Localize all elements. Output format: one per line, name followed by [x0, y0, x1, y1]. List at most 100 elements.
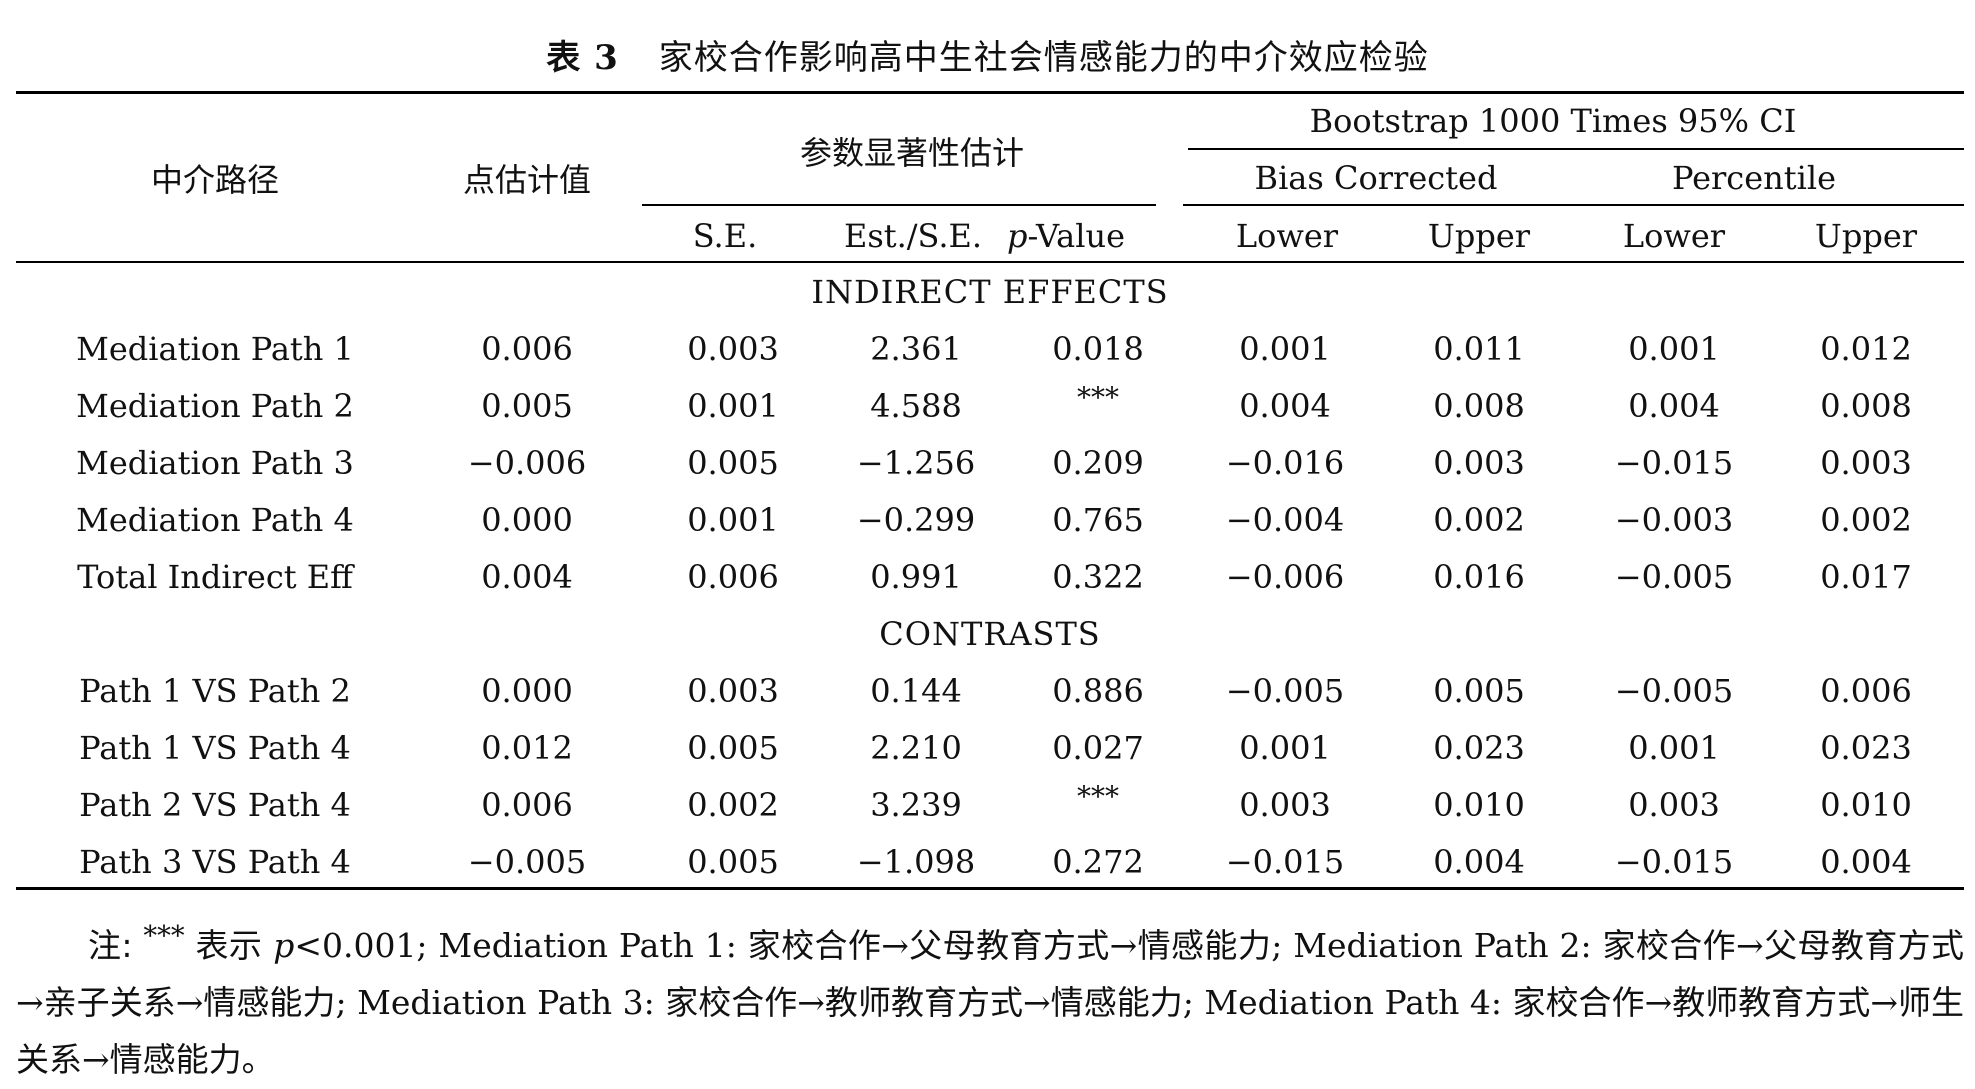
cell-bc-lower: −0.015: [1225, 843, 1345, 881]
header-est-se: Est./S.E.: [843, 217, 983, 255]
cell-pc-lower: 0.001: [1628, 330, 1720, 368]
cell-bc-upper: 0.016: [1433, 558, 1525, 596]
cell-path: Mediation Path 4: [76, 501, 354, 539]
header-path: 中介路径: [150, 161, 280, 199]
cell-est-se: −1.256: [856, 444, 976, 482]
cell-path: Mediation Path 3: [76, 444, 354, 482]
cell-point-estimate: 0.012: [481, 729, 573, 767]
cell-pc-upper: 0.023: [1820, 729, 1912, 767]
cell-bc-lower: 0.003: [1239, 786, 1331, 824]
cell-path: Total Indirect Eff: [77, 558, 353, 596]
cell-pvalue: ***: [1077, 780, 1119, 813]
cell-point-estimate: −0.006: [467, 444, 587, 482]
cell-se: 0.001: [687, 387, 779, 425]
section-label: INDIRECT EFFECTS: [811, 273, 1169, 311]
table-caption: 家校合作影响高中生社会情感能力的中介效应检验: [658, 38, 1429, 78]
header-percentile: Percentile: [1671, 159, 1837, 197]
cell-pc-upper: 0.006: [1820, 672, 1912, 710]
cell-pvalue: 0.027: [1052, 729, 1144, 767]
cell-pc-lower: −0.015: [1614, 843, 1734, 881]
bias-corrected-underline: [1183, 204, 1745, 206]
header-bc-upper: Upper: [1427, 217, 1531, 255]
cell-bc-upper: 0.011: [1433, 330, 1525, 368]
note-mid: 表示: [184, 926, 274, 965]
cell-path: Path 1 VS Path 4: [79, 729, 351, 767]
cell-point-estimate: 0.006: [481, 330, 573, 368]
cell-pc-upper: 0.010: [1820, 786, 1912, 824]
cell-bc-upper: 0.004: [1433, 843, 1525, 881]
cell-pc-lower: −0.003: [1614, 501, 1734, 539]
cell-bc-lower: −0.016: [1225, 444, 1345, 482]
cell-est-se: 4.588: [870, 387, 962, 425]
cell-path: Mediation Path 1: [76, 330, 354, 368]
cell-est-se: −0.299: [856, 501, 976, 539]
cell-bc-lower: −0.005: [1225, 672, 1345, 710]
cell-point-estimate: 0.005: [481, 387, 573, 425]
cell-pc-lower: 0.001: [1628, 729, 1720, 767]
header-param-group: 参数显著性估计: [799, 134, 1025, 172]
cell-bc-lower: 0.001: [1239, 330, 1331, 368]
header-bottom-rule: [16, 261, 1964, 263]
cell-pvalue: 0.886: [1052, 672, 1144, 710]
cell-pvalue: 0.272: [1052, 843, 1144, 881]
cell-pc-lower: −0.015: [1614, 444, 1734, 482]
table-number: 表 3: [546, 38, 619, 78]
cell-bc-lower: −0.004: [1225, 501, 1345, 539]
cell-pc-upper: 0.017: [1820, 558, 1912, 596]
header-pvalue: p-Value: [1007, 220, 1125, 252]
cell-pc-upper: 0.004: [1820, 843, 1912, 881]
cell-est-se: 0.991: [870, 558, 962, 596]
cell-est-se: 0.144: [870, 672, 962, 710]
cell-est-se: 3.239: [870, 786, 962, 824]
cell-se: 0.002: [687, 786, 779, 824]
header-se: S.E.: [692, 217, 758, 255]
cell-pvalue: ***: [1077, 381, 1119, 414]
cell-pc-upper: 0.008: [1820, 387, 1912, 425]
cell-pc-lower: −0.005: [1614, 558, 1734, 596]
cell-pvalue: 0.765: [1052, 501, 1144, 539]
cell-pvalue: 0.209: [1052, 444, 1144, 482]
header-bootstrap: Bootstrap 1000 Times 95% CI: [1309, 102, 1797, 140]
cell-se: 0.003: [687, 330, 779, 368]
header-point-estimate: 点估计值: [462, 161, 592, 199]
note-prefix: 注:: [88, 926, 144, 965]
cell-point-estimate: 0.006: [481, 786, 573, 824]
header-pc-lower: Lower: [1622, 217, 1726, 255]
cell-pc-lower: 0.003: [1628, 786, 1720, 824]
section-label: CONTRASTS: [879, 615, 1101, 653]
header-pvalue-rest: -Value: [1027, 217, 1125, 255]
cell-point-estimate: −0.005: [467, 843, 587, 881]
cell-point-estimate: 0.004: [481, 558, 573, 596]
cell-pc-upper: 0.012: [1820, 330, 1912, 368]
cell-pc-upper: 0.002: [1820, 501, 1912, 539]
cell-path: Path 2 VS Path 4: [79, 786, 351, 824]
note-p: p: [273, 926, 295, 965]
cell-point-estimate: 0.000: [481, 501, 573, 539]
cell-se: 0.001: [687, 501, 779, 539]
cell-bc-upper: 0.002: [1433, 501, 1525, 539]
percentile-underline: [1566, 204, 1964, 206]
table-note: 注: *** 表示 p<0.001; Mediation Path 1: 家校合…: [16, 908, 1964, 1088]
header-bc-lower: Lower: [1235, 217, 1339, 255]
header-bias-corrected: Bias Corrected: [1254, 159, 1498, 197]
header-pc-upper: Upper: [1814, 217, 1918, 255]
note-stars: ***: [143, 920, 185, 952]
cell-path: Mediation Path 2: [76, 387, 354, 425]
cell-bc-upper: 0.005: [1433, 672, 1525, 710]
cell-bc-lower: 0.004: [1239, 387, 1331, 425]
cell-se: 0.005: [687, 729, 779, 767]
cell-est-se: 2.361: [870, 330, 962, 368]
cell-se: 0.003: [687, 672, 779, 710]
top-rule: [16, 91, 1964, 94]
cell-pc-upper: 0.003: [1820, 444, 1912, 482]
cell-bc-upper: 0.010: [1433, 786, 1525, 824]
cell-pc-lower: 0.004: [1628, 387, 1720, 425]
cell-bc-lower: −0.006: [1225, 558, 1345, 596]
cell-se: 0.005: [687, 843, 779, 881]
cell-bc-upper: 0.008: [1433, 387, 1525, 425]
cell-pvalue: 0.018: [1052, 330, 1144, 368]
param-underline: [642, 204, 1156, 206]
cell-pc-lower: −0.005: [1614, 672, 1734, 710]
cell-est-se: −1.098: [856, 843, 976, 881]
table-title: 表 3 家校合作影响高中生社会情感能力的中介效应检验: [0, 30, 1975, 79]
